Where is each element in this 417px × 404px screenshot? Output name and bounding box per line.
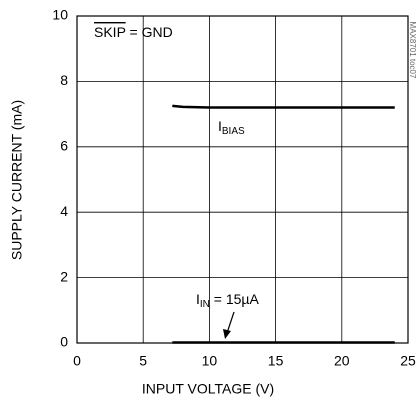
y-axis-label: SUPPLY CURRENT (mA) (9, 100, 25, 260)
y-tick-label: 0 (60, 334, 68, 350)
annotation-skip: SKIP = GND (94, 24, 173, 40)
arrow-shaft (226, 311, 235, 334)
annotation-sub: IN (200, 299, 210, 310)
line-series (172, 104, 395, 109)
watermark: MAX8701 toc07 (408, 22, 417, 79)
x-tick-label: 15 (268, 353, 284, 369)
annotation-sub: BIAS (222, 126, 245, 137)
arrow-head (223, 329, 231, 339)
overline-text: SKIP (94, 24, 126, 40)
x-tick-label: 20 (334, 353, 350, 369)
x-tick-label: 5 (139, 353, 147, 369)
annotation-text: I (218, 118, 222, 134)
x-tick-label: 0 (73, 353, 81, 369)
annotation-suffix: = 15µA (210, 291, 260, 307)
y-tick-label: 8 (60, 72, 68, 88)
annotation-text: I (196, 291, 200, 307)
y-tick-label: 4 (60, 203, 68, 219)
y-tick-label: 10 (52, 7, 68, 23)
y-tick-label: 2 (60, 268, 68, 284)
annotation-ibias: IBIAS (218, 118, 245, 137)
annotation-text: = GND (126, 24, 173, 40)
y-tick-label: 6 (60, 138, 68, 154)
x-tick-label: 25 (400, 353, 416, 369)
x-tick-label: 10 (202, 353, 218, 369)
annotation-iin: IIN = 15µA (196, 291, 259, 310)
x-axis-label: INPUT VOLTAGE (V) (142, 381, 274, 397)
